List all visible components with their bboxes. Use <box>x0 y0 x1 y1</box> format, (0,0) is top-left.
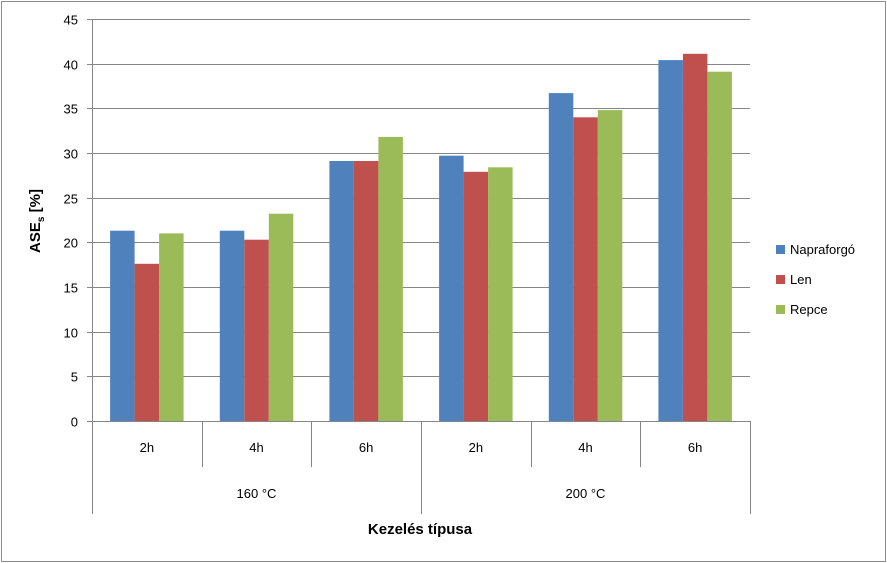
bar <box>463 171 489 421</box>
y-tick-label: 30 <box>64 147 78 162</box>
y-tick-label: 45 <box>64 13 78 28</box>
bar <box>488 167 513 421</box>
bar <box>244 239 269 421</box>
y-tick-label: 10 <box>64 326 78 341</box>
x-tick-label: 4h <box>249 440 263 455</box>
bar <box>353 161 379 421</box>
x-tick-label: 4h <box>578 440 592 455</box>
bar <box>329 161 354 421</box>
legend-swatch <box>776 275 785 284</box>
y-axis-title-unit: [%] <box>27 189 44 217</box>
y-axis-title-main: ASE <box>27 222 44 253</box>
y-tick-label: 15 <box>64 281 78 296</box>
y-tick-label: 5 <box>71 370 78 385</box>
bar <box>378 136 403 421</box>
axes <box>92 19 750 422</box>
bars <box>110 53 732 422</box>
gridlines <box>92 19 750 377</box>
bar <box>707 71 732 421</box>
legend-swatch <box>776 305 785 314</box>
y-axis-title-subscript: s <box>36 216 47 222</box>
bar <box>134 263 160 421</box>
y-tick-label: 20 <box>64 236 78 251</box>
x-group-label: 200 °C <box>566 486 606 501</box>
bar <box>110 230 135 421</box>
y-tick-label: 0 <box>71 415 78 430</box>
bar <box>219 230 245 421</box>
x-axis-title: Kezelés típusa <box>368 521 473 538</box>
y-axis-title: ASEs [%] <box>27 189 47 253</box>
bar <box>597 110 623 421</box>
x-tick-labels: 2h 4h 6h 2h 4h 6h 160 °C 200 °C <box>92 421 751 514</box>
legend-label: Repce <box>790 302 828 317</box>
x-tick-label: 6h <box>359 440 373 455</box>
bar <box>658 60 683 421</box>
legend: Napraforgó Len Repce <box>776 242 855 317</box>
bar <box>573 117 598 422</box>
bar <box>682 53 708 422</box>
y-tick-label: 25 <box>64 192 78 207</box>
bar <box>159 233 184 421</box>
bar <box>548 93 574 421</box>
x-tick-label: 2h <box>140 440 154 455</box>
bar <box>439 155 464 421</box>
y-tick-label: 40 <box>64 58 78 73</box>
x-group-label: 160 °C <box>237 486 277 501</box>
x-tick-label: 6h <box>688 440 702 455</box>
y-tick-label: 35 <box>64 102 78 117</box>
legend-label: Napraforgó <box>790 242 855 257</box>
y-tick-labels: 0 5 10 15 20 25 30 35 40 45 <box>64 13 92 430</box>
bar <box>268 213 294 421</box>
legend-swatch <box>776 245 785 254</box>
legend-label: Len <box>790 272 812 287</box>
x-tick-label: 2h <box>469 440 483 455</box>
